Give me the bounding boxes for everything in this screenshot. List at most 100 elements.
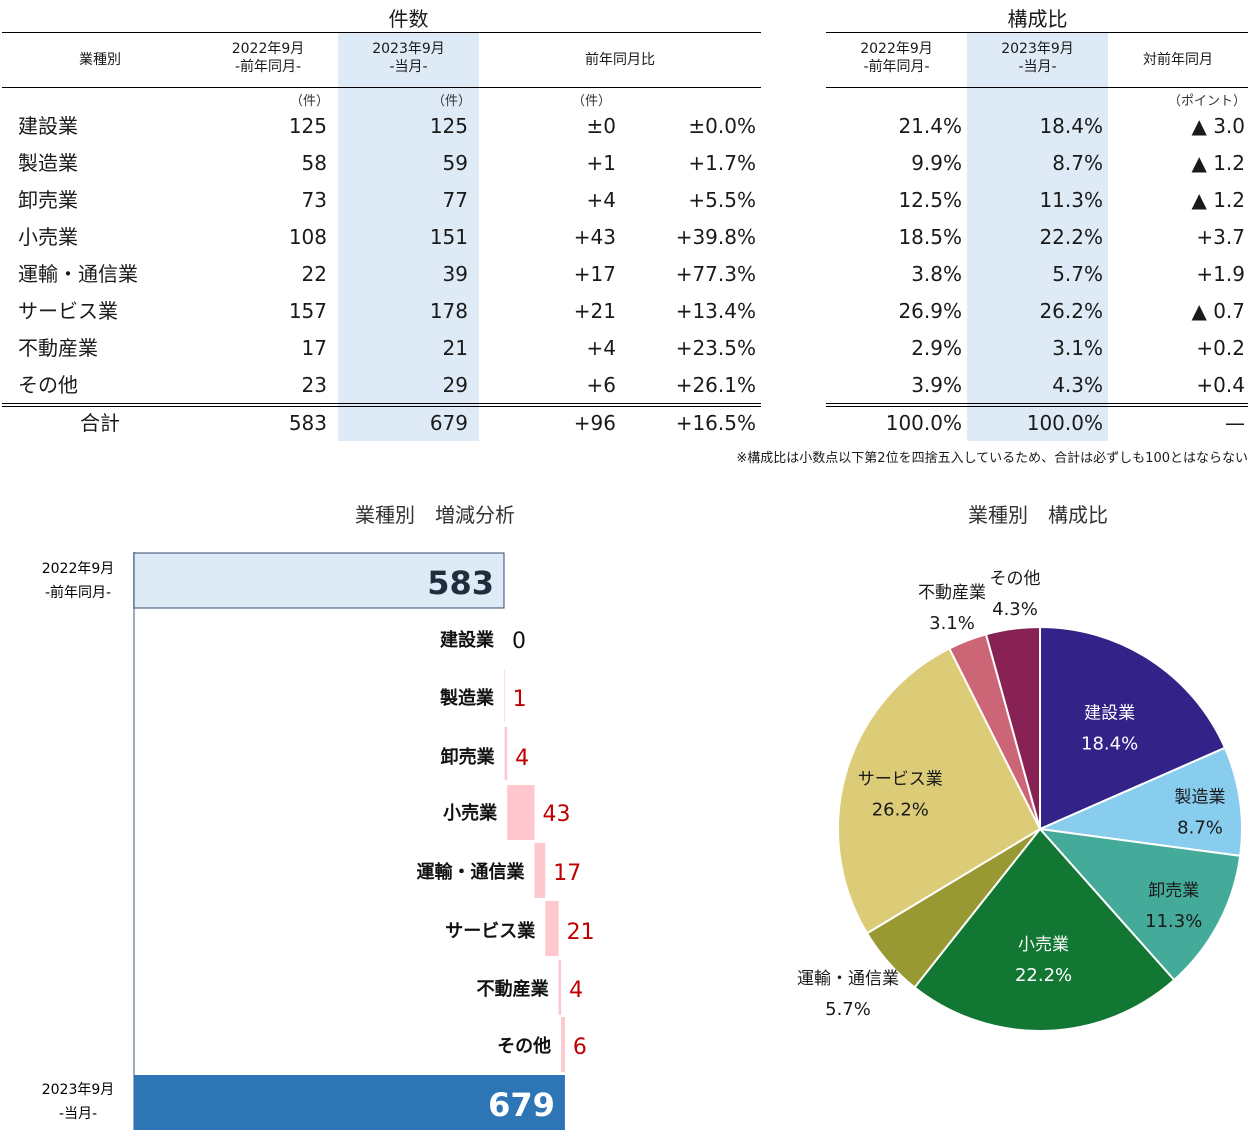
row-industry: 不動産業 [18,336,98,360]
pie-slice [1036,746,1243,858]
increase-value: 1 [513,687,527,712]
increase-bar [534,843,546,898]
share-current-column-highlight [967,33,1108,441]
increase-bar [504,727,508,780]
pie-marks: 建設業 18.4% 製造業 8.7% 卸売業 11.3% 小売業 22.2% 運輸・通信業 5.7… [797,569,1243,1032]
total-pct: +16.5% [675,411,756,435]
row-industry: 建設業 [18,114,78,138]
current-column-highlight [338,33,479,441]
row-curr-count: 178 [429,299,468,323]
increase-value: 4 [515,746,529,771]
row-prev-share: 9.9% [911,151,962,175]
end-label-line2: -当月- [59,1106,97,1122]
pie-slice [1039,625,1227,831]
row-industry: 小売業 [18,225,78,249]
pie-slice [984,625,1041,830]
row-diff: +21 [573,299,616,323]
row-industry: 運輸・通信業 [18,262,138,286]
pie-slice-value: 8.7% [1177,817,1223,838]
share-header-yoy: 対前年同月 [1143,52,1213,68]
row-curr-share: 18.4% [1039,114,1103,138]
pie-slice-value: 18.4% [1081,733,1138,754]
header-yoy: 前年同月比 [585,52,655,68]
row-prev-count: 22 [301,262,327,286]
end-label-line1: 2023年9月 [42,1082,115,1098]
end-bar-value: 679 [488,1086,555,1124]
row-share-yoy: ▲ 1.2 [1191,151,1245,175]
row-curr-count: 77 [442,188,468,212]
row-pct: +1.7% [688,151,756,175]
pie-slice [1037,827,1242,982]
header-industry: 業種別 [79,52,121,68]
share-table-title: 構成比 [1007,7,1068,31]
row-curr-share: 26.2% [1039,299,1103,323]
row-diff: ±0 [586,114,616,138]
row-prev-count: 108 [288,225,327,249]
row-share-yoy: +1.9 [1196,262,1245,286]
row-curr-count: 21 [442,336,468,360]
total-diff: +96 [573,411,616,435]
start-label-line2: -前年同月- [45,584,111,601]
row-prev-share: 2.9% [911,336,962,360]
header-prev-month: 2022年9月 -前年同月- [231,41,305,75]
row-prev-share: 26.9% [898,299,962,323]
row-prev-share: 21.4% [898,114,962,138]
row-diff: +43 [573,225,616,249]
row-curr-count: 125 [429,114,468,138]
row-pct: +23.5% [675,336,756,360]
pie-slice-value: 5.7% [825,999,871,1020]
share-total-yoy: — [1225,411,1245,435]
increase-value: 6 [573,1035,587,1060]
row-prev-count: 157 [288,299,327,323]
row-prev-count: 73 [301,188,327,212]
unit-diff: （件） [572,94,612,109]
total-prev: 583 [288,411,327,435]
category-label: サービス業 [445,920,536,942]
category-label: その他 [497,1035,551,1057]
category-label: 建設業 [440,629,495,651]
unit-prev: （件） [290,94,330,109]
pie-slice-name: 小売業 [1018,935,1069,955]
pie-slice-name: 運輸・通信業 [797,969,899,989]
pie-slice-value: 26.2% [872,800,929,821]
row-industry: サービス業 [18,299,118,323]
pie-chart: 業種別 構成比 建設業 18.4% 製造業 8.7% 卸売業 11.3% 小売業 22.2% 運… [797,503,1243,1032]
start-label-line1: 2022年9月 [42,561,115,577]
row-curr-share: 3.1% [1052,336,1103,360]
row-curr-count: 29 [442,373,468,397]
row-prev-share: 18.5% [898,225,962,249]
row-industry: 製造業 [18,151,78,175]
pie-slice-value: 3.1% [929,613,975,634]
pie-slice-name: 卸売業 [1148,881,1199,901]
row-curr-share: 4.3% [1052,373,1103,397]
share-total-curr: 100.0% [1026,411,1103,435]
increase-value: 17 [553,861,581,886]
row-industry: その他 [18,373,78,397]
category-label: 不動産業 [477,978,550,1000]
share-total-prev: 100.0% [885,411,962,435]
pie-slice [913,827,1176,1032]
total-curr: 679 [429,411,468,435]
row-industry: 卸売業 [18,188,78,212]
row-curr-share: 8.7% [1052,151,1103,175]
row-diff: +1 [586,151,616,175]
pie-slice-value: 22.2% [1015,965,1072,986]
row-pct: +77.3% [675,262,756,286]
row-pct: +13.4% [675,299,756,323]
share-header-curr: 2023年9月 -当月- [1001,41,1074,75]
increase-bar [504,670,505,722]
pie-slice-name: 建設業 [1084,703,1135,723]
pie-title: 業種別 構成比 [968,503,1108,527]
increase-bar [561,1017,565,1072]
row-pct: +5.5% [688,188,756,212]
increase-value: 0 [512,629,526,654]
row-pct: ±0.0% [688,114,756,138]
row-prev-share: 12.5% [898,188,962,212]
row-prev-count: 125 [288,114,327,138]
row-share-yoy: +3.7 [1196,225,1245,249]
row-share-yoy: +0.4 [1196,373,1245,397]
counts-table-title: 件数 [388,7,429,31]
row-share-yoy: ▲ 3.0 [1191,114,1245,138]
pie-slice-name: 製造業 [1175,787,1226,807]
row-pct: +39.8% [675,225,756,249]
